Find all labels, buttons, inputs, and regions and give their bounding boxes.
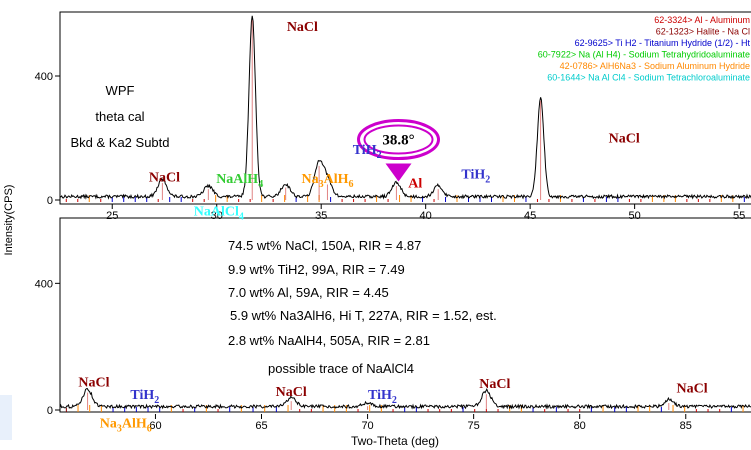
top-note: Bkd & Ka2 Subtd bbox=[70, 135, 169, 150]
top-x-tick-label: 35 bbox=[315, 210, 327, 222]
bottom-phase-label: TiH2 bbox=[130, 388, 159, 406]
top-phase-label: Al bbox=[408, 177, 422, 192]
composition-note: 9.9 wt% TiH2, 99A, RIR = 7.49 bbox=[228, 262, 405, 277]
top-phase-label: TiH2 bbox=[461, 167, 490, 185]
top-panel-frame bbox=[59, 11, 751, 205]
top-phase-label-part: Al bbox=[408, 177, 422, 192]
bottom-phase-label: NaCl bbox=[78, 375, 109, 390]
bottom-phase-label-part: NaCl bbox=[276, 385, 307, 400]
y-axis-label: Intensity(CPS) bbox=[3, 185, 15, 256]
bottom-phase-label-part: TiH bbox=[368, 388, 392, 403]
composition-note: 7.0 wt% Al, 59A, RIR = 4.45 bbox=[228, 285, 389, 300]
composition-note: 2.8 wt% NaAlH4, 505A, RIR = 2.81 bbox=[228, 333, 430, 348]
bottom-x-tick-label: 65 bbox=[255, 420, 267, 432]
legend-entry: 62-9625> Ti H2 - Titanium Hydride (1/2) … bbox=[575, 38, 751, 48]
top-phase-label: Na3AlH6 bbox=[301, 172, 353, 190]
bottom-panel-frame bbox=[59, 217, 751, 413]
top-phase-label: TiH2 bbox=[353, 143, 382, 161]
composition-note: 5.9 wt% Na3AlH6, Hi T, 227A, RIR = 1.52,… bbox=[230, 308, 497, 323]
top-phase-label-part: 2 bbox=[485, 174, 490, 185]
legend-entry: 62-3324> Al - Aluminum bbox=[654, 15, 750, 25]
top-phase-label-part: 6 bbox=[348, 179, 353, 190]
top-x-tick-label: 25 bbox=[106, 210, 118, 222]
bottom-x-tick-label: 80 bbox=[574, 420, 586, 432]
top-phase-label-part: Na bbox=[301, 172, 318, 187]
top-phase-label: NaCl bbox=[149, 170, 180, 185]
bottom-x-tick-label: 60 bbox=[149, 420, 161, 432]
bottom-phase-label-part: AlH bbox=[122, 416, 147, 431]
composition-note: 74.5 wt% NaCl, 150A, RIR = 4.87 bbox=[228, 238, 421, 253]
bottom-x-tick-label: 85 bbox=[680, 420, 692, 432]
callout-value: 38.8° bbox=[382, 133, 414, 149]
bottom-phase-label-part: NaCl bbox=[479, 377, 510, 392]
bottom-pattern-line bbox=[59, 387, 751, 410]
legend-entry: 60-7922> Na (Al H4) - Sodium Tetrahydrid… bbox=[538, 50, 750, 60]
bottom-phase-label: NaCl bbox=[479, 377, 510, 392]
bottom-phase-label: Na3AlH6 bbox=[100, 416, 152, 434]
bottom-phase-label-part: 2 bbox=[154, 395, 159, 406]
top-x-tick-label: 30 bbox=[211, 210, 223, 222]
bottom-x-tick-label: 75 bbox=[468, 420, 480, 432]
bottom-phase-label: TiH2 bbox=[368, 388, 397, 406]
callout-inner-ring bbox=[363, 124, 434, 155]
bottom-y-tick-label: 400 bbox=[35, 278, 53, 290]
legend-entry: 60-1644> Na Al Cl4 - Sodium Tetrachloroa… bbox=[547, 73, 750, 83]
legend-entry: 62-1323> Halite - Na Cl bbox=[656, 27, 750, 37]
top-x-tick-label: 45 bbox=[524, 210, 536, 222]
top-x-tick-label: 55 bbox=[733, 210, 745, 222]
top-phase-label: NaCl bbox=[609, 132, 640, 147]
legend-entry: 42-0786> AlH6Na3 - Sodium Aluminum Hydri… bbox=[560, 61, 750, 71]
bottom-phase-label-part: NaCl bbox=[78, 375, 109, 390]
top-phase-label: NaAlCl4 bbox=[194, 205, 244, 223]
top-phase-label: NaAlH4 bbox=[216, 172, 263, 190]
top-phase-label-part: TiH bbox=[353, 143, 377, 158]
bottom-phase-label: NaCl bbox=[276, 385, 307, 400]
composition-note: possible trace of NaAlCl4 bbox=[268, 361, 414, 376]
side-highlight bbox=[0, 395, 12, 440]
top-phase-label-part: 4 bbox=[258, 179, 263, 190]
top-phase-label-part: 2 bbox=[377, 150, 382, 161]
top-y-tick-label: 400 bbox=[35, 71, 53, 83]
top-phase-label-part: TiH bbox=[461, 167, 485, 182]
top-phase-label-part: NaCl bbox=[609, 132, 640, 147]
top-phase-label-part: NaCl bbox=[149, 170, 180, 185]
top-phase-label-part: 3 bbox=[319, 179, 324, 190]
bottom-x-tick-label: 70 bbox=[361, 420, 373, 432]
top-pattern-line bbox=[59, 15, 751, 200]
top-phase-label-part: NaAlCl bbox=[194, 205, 239, 220]
top-note: theta cal bbox=[95, 109, 144, 124]
bottom-y-tick-label: 0 bbox=[47, 405, 53, 417]
callout-arrow bbox=[385, 163, 412, 182]
top-phase-label-part: AlH bbox=[324, 172, 349, 187]
top-x-tick-label: 50 bbox=[629, 210, 641, 222]
x-axis-label: Two-Theta (deg) bbox=[351, 434, 439, 448]
top-x-tick-label: 40 bbox=[420, 210, 432, 222]
bottom-phase-label-part: Na bbox=[100, 416, 117, 431]
top-note: WPF bbox=[106, 83, 135, 98]
top-y-tick-label: 0 bbox=[47, 195, 53, 207]
top-phase-label-part: NaCl bbox=[287, 20, 318, 35]
bottom-phase-label-part: 2 bbox=[392, 395, 397, 406]
bottom-phase-label-part: NaCl bbox=[677, 382, 708, 397]
top-phase-label-part: NaAlH bbox=[216, 172, 258, 187]
top-phase-label: NaCl bbox=[287, 20, 318, 35]
top-phase-label-part: 4 bbox=[239, 212, 244, 223]
bottom-phase-label: NaCl bbox=[677, 382, 708, 397]
bottom-phase-label-part: 3 bbox=[117, 423, 122, 434]
callout-outer-ring bbox=[357, 119, 441, 161]
bottom-phase-label-part: 6 bbox=[147, 423, 152, 434]
bottom-phase-label-part: TiH bbox=[130, 388, 154, 403]
